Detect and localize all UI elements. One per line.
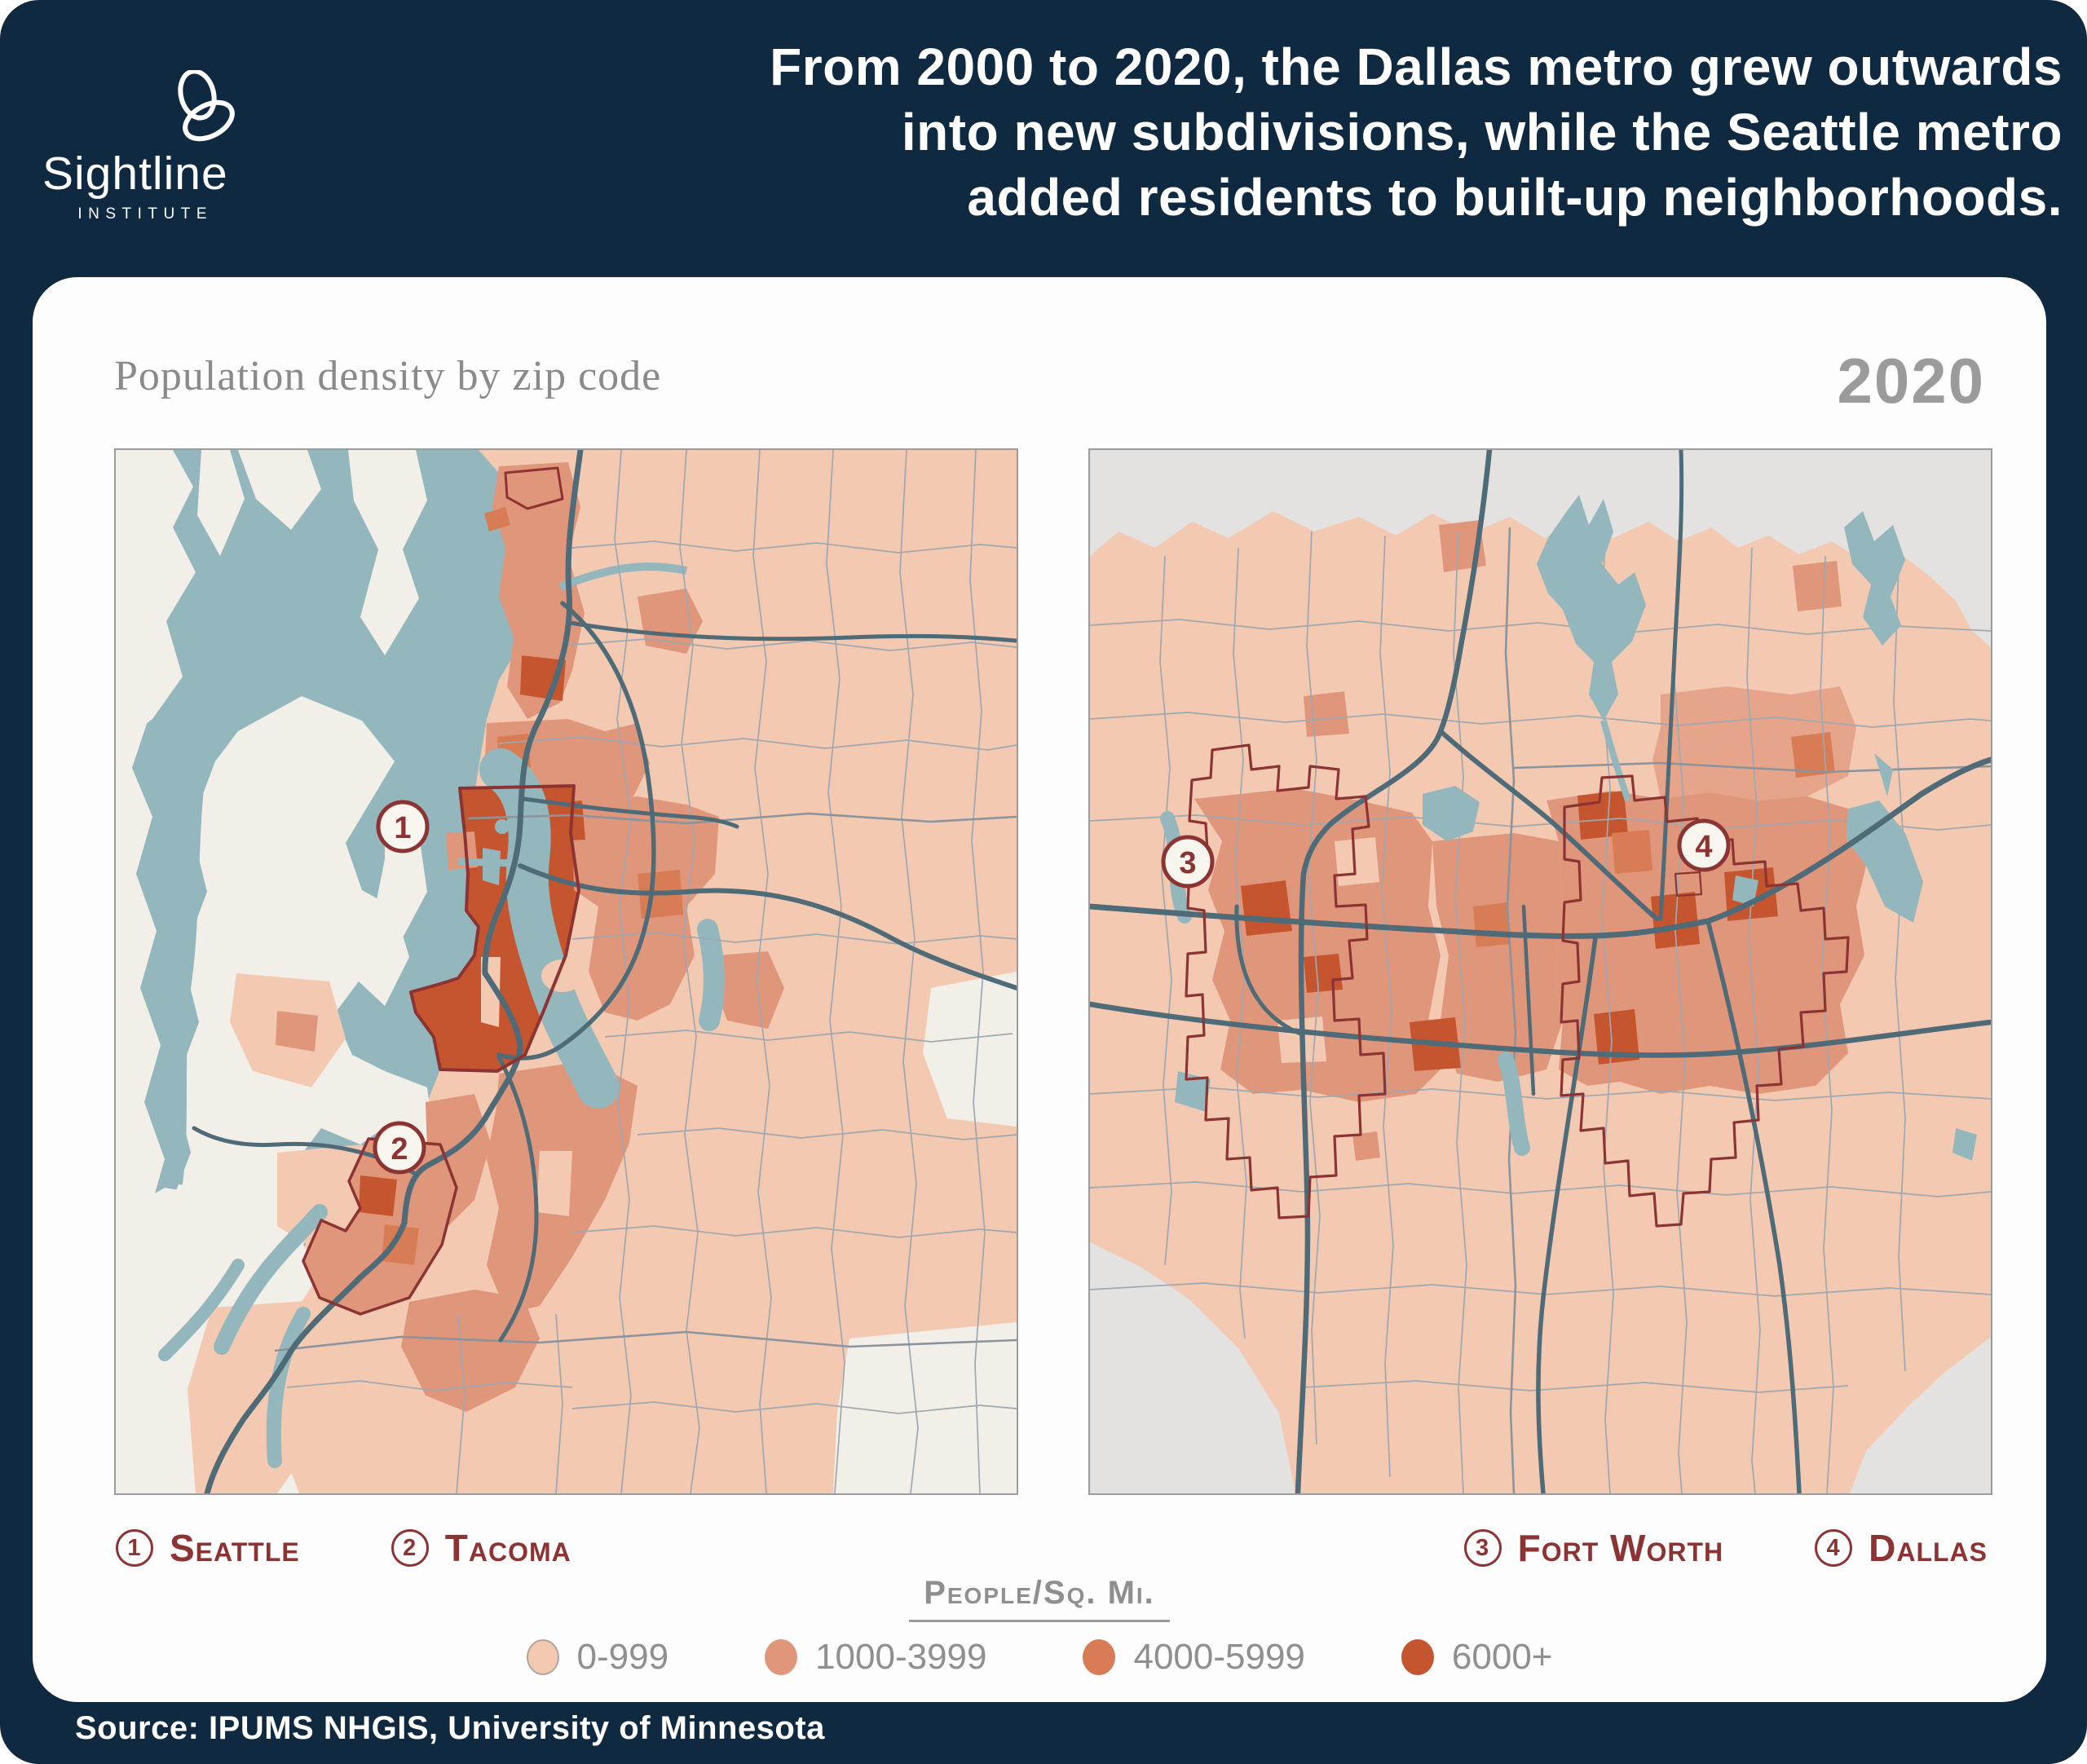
highways xyxy=(192,450,1017,1493)
lake-islands xyxy=(483,507,584,992)
marker-3-number: 3 xyxy=(1179,846,1196,880)
legend-label-4000-5999: 4000-5999 xyxy=(1133,1637,1305,1677)
county-boundaries xyxy=(1504,527,1991,1493)
legend-heading-wrap: People/Sq. Mi. xyxy=(33,1575,2046,1622)
chart-card: Population density by zip code 2020 xyxy=(33,277,2046,1702)
badge-1: 1 xyxy=(116,1529,153,1567)
seattle-map-labels: 1 Seattle 2 Tacoma xyxy=(116,1526,571,1570)
marker-seattle: 1 xyxy=(376,800,430,853)
legend-item-1000-3999: 1000-3999 xyxy=(765,1637,986,1678)
label-tacoma: 2 Tacoma xyxy=(390,1526,571,1570)
label-tacoma-text: Tacoma xyxy=(444,1527,571,1569)
badge-4: 4 xyxy=(1815,1529,1853,1567)
legend-item-0-999: 0-999 xyxy=(526,1637,669,1678)
headline-line-3: added residents to built-up neighborhood… xyxy=(967,168,2063,227)
sightline-knot-icon xyxy=(170,68,236,154)
brand-subtitle: INSTITUTE xyxy=(77,205,213,223)
legend-heading: People/Sq. Mi. xyxy=(909,1575,1170,1622)
label-seattle: 1 Seattle xyxy=(116,1526,300,1570)
sightline-logo: Sightline INSTITUTE xyxy=(42,68,235,223)
badge-3: 3 xyxy=(1463,1529,1502,1567)
label-fort-worth-text: Fort Worth xyxy=(1517,1527,1724,1569)
legend-swatch-1000-3999 xyxy=(765,1639,798,1675)
zip-boundaries xyxy=(286,450,1017,1493)
seattle-map-frame: 1 2 xyxy=(114,448,1018,1495)
label-dallas: 4 Dallas xyxy=(1815,1526,1988,1570)
source-credit: Source: IPUMS NHGIS, University of Minne… xyxy=(75,1710,825,1746)
headline: From 2000 to 2020, the Dallas metro grew… xyxy=(770,34,2063,230)
headline-line-2: into new subdivisions, while the Seattle… xyxy=(901,103,2063,161)
headline-line-1: From 2000 to 2020, the Dallas metro grew… xyxy=(770,37,2063,96)
marker-dallas: 4 xyxy=(1677,818,1731,872)
chart-subtitle: Population density by zip code xyxy=(114,353,662,399)
legend: 0-999 1000-3999 4000-5999 6000+ xyxy=(33,1637,2046,1678)
legend-label-1000-3999: 1000-3999 xyxy=(815,1637,987,1677)
city-boundaries xyxy=(1185,743,1850,1228)
dallas-map: 3 4 xyxy=(1090,450,1991,1493)
legend-item-6000-plus: 6000+ xyxy=(1401,1637,1553,1678)
year-label: 2020 xyxy=(1837,345,1985,417)
brand-name: Sightline xyxy=(42,148,228,200)
badge-2: 2 xyxy=(390,1529,429,1567)
marker-fort-worth: 3 xyxy=(1161,835,1215,889)
legend-swatch-6000-plus xyxy=(1401,1639,1434,1675)
county-boundaries xyxy=(274,812,1017,1352)
marker-2-number: 2 xyxy=(390,1132,408,1166)
legend-swatch-0-999 xyxy=(526,1639,559,1675)
legend-item-4000-5999: 4000-5999 xyxy=(1083,1637,1305,1678)
marker-tacoma: 2 xyxy=(373,1121,426,1175)
city-boundaries xyxy=(302,466,580,1316)
legend-swatch-4000-5999 xyxy=(1083,1639,1116,1675)
dallas-map-frame: 3 4 xyxy=(1088,448,1992,1495)
dallas-map-labels: 3 Fort Worth 4 Dallas xyxy=(1463,1526,1988,1570)
marker-4-number: 4 xyxy=(1695,830,1712,864)
no-data-pale-regions xyxy=(833,972,1017,1493)
label-dallas-text: Dallas xyxy=(1869,1527,1988,1569)
marker-1-number: 1 xyxy=(394,811,411,845)
label-fort-worth: 3 Fort Worth xyxy=(1463,1526,1724,1570)
legend-label-6000-plus: 6000+ xyxy=(1451,1637,1553,1677)
seattle-map: 1 2 xyxy=(116,450,1017,1493)
highways xyxy=(1090,450,1991,1493)
legend-label-0-999: 0-999 xyxy=(576,1637,669,1677)
label-seattle-text: Seattle xyxy=(170,1527,300,1569)
